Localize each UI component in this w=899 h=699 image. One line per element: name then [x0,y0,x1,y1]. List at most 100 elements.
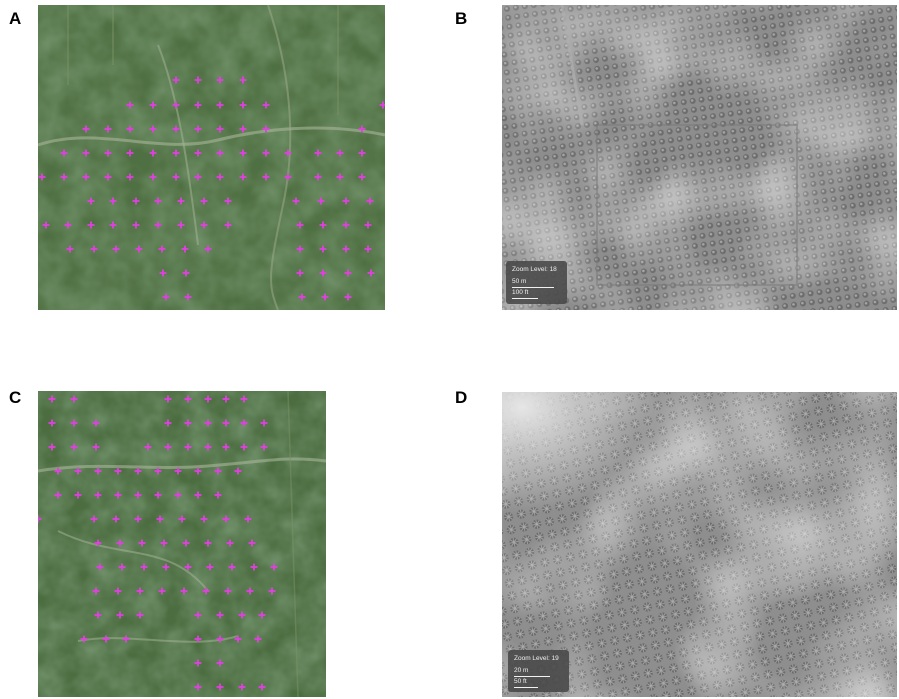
plus-marker-icon [254,635,262,643]
scale-metric-label-b: 50 m [512,278,527,285]
plus-marker-icon [358,125,366,133]
plus-marker-icon [216,611,224,619]
plus-marker-icon [204,419,212,427]
plus-marker-icon [54,491,62,499]
plus-marker-icon [319,221,327,229]
plus-marker-icon [194,611,202,619]
panel-label-d: D [455,388,468,407]
plus-marker-icon [149,149,157,157]
plus-marker-icon [112,245,120,253]
zoom-scale-overlay-d: Zoom Level: 19 20 m 50 ft [508,650,569,692]
plus-marker-icon [64,221,72,229]
plus-marker-icon [118,563,126,571]
plus-marker-icon [149,173,157,181]
plus-marker-icon [154,491,162,499]
plus-marker-icon [172,101,180,109]
plus-marker-icon [184,563,192,571]
plus-marker-icon [162,563,170,571]
plus-marker-icon [138,539,146,547]
plus-marker-icon [126,125,134,133]
plus-marker-icon [116,611,124,619]
plus-marker-icon [240,395,248,403]
plus-marker-icon [48,443,56,451]
plus-marker-icon [319,269,327,277]
plus-marker-icon [135,245,143,253]
panel-label-c: C [9,388,22,407]
plus-marker-icon [240,419,248,427]
marker-grid-a [38,76,385,301]
panel-d-drone-image: Zoom Level: 19 20 m 50 ft [502,392,897,697]
plus-marker-icon [344,269,352,277]
plus-marker-icon [194,125,202,133]
plus-marker-icon [158,587,166,595]
plus-marker-icon [216,125,224,133]
plus-marker-icon [262,149,270,157]
plus-marker-icon [222,443,230,451]
plus-marker-icon [109,221,117,229]
plus-marker-icon [102,635,110,643]
plus-marker-icon [122,635,130,643]
plus-marker-icon [379,101,385,109]
plus-marker-icon [239,173,247,181]
plus-marker-icon [200,197,208,205]
plus-marker-icon [239,149,247,157]
scale-metric-label-d: 20 m [514,667,529,674]
plus-marker-icon [180,587,188,595]
plus-marker-icon [250,563,258,571]
plus-marker-icon [222,419,230,427]
plus-marker-icon [228,563,236,571]
plus-marker-icon [204,443,212,451]
plus-marker-icon [284,173,292,181]
panel-label-b: B [455,9,468,28]
plus-marker-icon [66,245,74,253]
plus-marker-icon [114,467,122,475]
plus-marker-icon [126,149,134,157]
plus-marker-icon [336,149,344,157]
plus-marker-icon [240,443,248,451]
plus-marker-icon [90,245,98,253]
plus-marker-icon [172,149,180,157]
plus-marker-icon [194,173,202,181]
plus-marker-icon [109,197,117,205]
plus-marker-icon [87,197,95,205]
plus-marker-icon [244,515,252,523]
plus-marker-icon [134,491,142,499]
plus-marker-icon [60,173,68,181]
plus-marker-icon [94,467,102,475]
plus-marker-icon [194,101,202,109]
plus-marker-icon [258,611,266,619]
scale-metric-bar-b [512,287,554,288]
zoom-level-label-b: Zoom Level: 18 [512,266,557,273]
plus-marker-icon [234,635,242,643]
plus-marker-icon [364,245,372,253]
plus-marker-icon [214,491,222,499]
plus-marker-icon [258,683,266,691]
plus-marker-icon [216,683,224,691]
scale-imperial-label-d: 50 ft [514,678,527,685]
plus-marker-icon [234,467,242,475]
plus-marker-icon [296,245,304,253]
plus-marker-icon [184,395,192,403]
plus-marker-icon [74,467,82,475]
zoom-scale-overlay-b: Zoom Level: 18 50 m 100 ft [506,261,567,304]
plus-marker-icon [296,269,304,277]
plus-marker-icon [214,467,222,475]
plus-marker-icon [204,245,212,253]
plus-marker-icon [317,197,325,205]
plus-marker-icon [182,539,190,547]
plus-marker-icon [268,587,276,595]
plus-marker-icon [177,197,185,205]
plus-marker-icon [206,563,214,571]
plus-marker-icon [82,173,90,181]
plus-marker-icon [92,419,100,427]
plus-marker-icon [224,221,232,229]
plus-marker-icon [149,125,157,133]
plus-marker-icon [224,197,232,205]
plus-marker-icon [158,245,166,253]
plus-marker-icon [319,245,327,253]
plus-marker-icon [38,173,46,181]
plus-marker-icon [172,76,180,84]
plus-marker-icon [194,76,202,84]
plus-marker-icon [216,173,224,181]
plus-marker-icon [202,587,210,595]
